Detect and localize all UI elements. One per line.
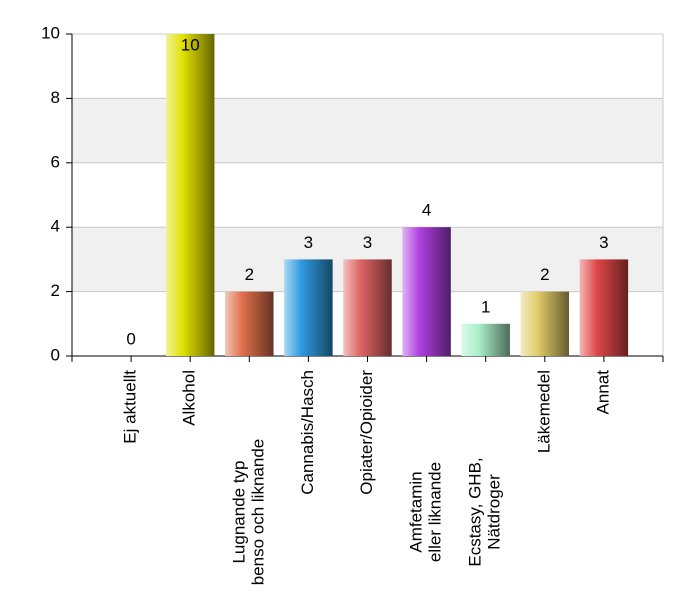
value-label: 2 [245, 265, 254, 284]
bar [284, 259, 333, 356]
x-tick-label: Ecstasy, GHB, [466, 457, 485, 566]
y-tick-label: 2 [51, 281, 60, 300]
x-tick-label: Läkemedel [534, 370, 553, 453]
value-label: 10 [181, 35, 200, 54]
bar [579, 259, 629, 356]
x-tick-label: Opiater/Opioider [357, 370, 376, 495]
x-tick-label: Ej aktuellt [121, 370, 140, 444]
value-label: 0 [126, 329, 135, 348]
x-tick-label: Alkohol [180, 370, 199, 426]
bar [225, 291, 274, 356]
y-tick-label: 8 [51, 88, 60, 107]
x-tick-label: Cannabis/Hasch [298, 370, 317, 495]
x-tick-label: Nätdroger [485, 474, 504, 550]
y-tick-label: 6 [51, 152, 60, 171]
bar [165, 34, 215, 356]
x-tick-label: Amfetamin [407, 471, 426, 552]
x-tick-label: benso och liknande [248, 439, 267, 586]
value-label: 2 [540, 265, 549, 284]
x-tick-label: Lugnande typ [229, 460, 248, 563]
bar [343, 259, 392, 356]
value-label: 4 [422, 201, 431, 220]
y-tick-label: 4 [51, 217, 60, 236]
value-label: 3 [599, 233, 608, 252]
bar [461, 323, 510, 356]
bar [520, 291, 570, 356]
x-tick-label: Annat [593, 370, 612, 415]
y-tick-label: 0 [51, 345, 60, 364]
bar [402, 227, 451, 356]
value-label: 1 [481, 297, 490, 316]
value-label: 3 [363, 233, 372, 252]
grid-band [72, 98, 663, 163]
x-tick-label: eller liknande [426, 462, 445, 562]
value-label: 3 [304, 233, 313, 252]
y-tick-label: 10 [41, 23, 60, 42]
